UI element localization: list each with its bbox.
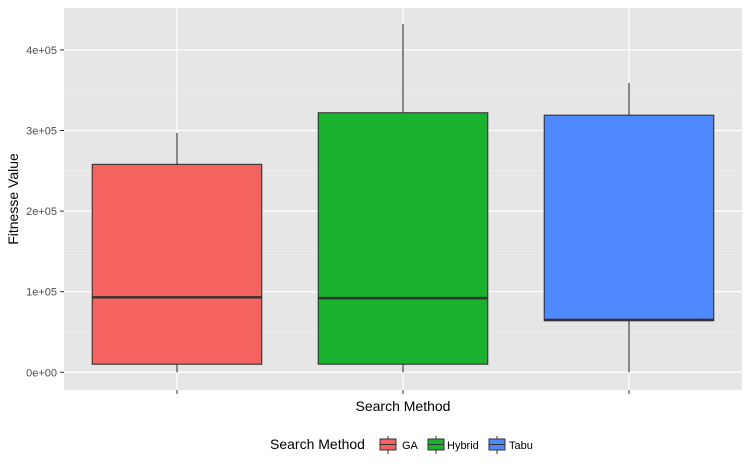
x-axis-ticks [176, 390, 630, 394]
legend-item-ga: GA [379, 436, 419, 454]
legend-item-tabu: Tabu [488, 436, 533, 454]
box-body [91, 163, 263, 365]
y-axis-ticks: 0e+00 1e+05 2e+05 3e+05 4e+05 [26, 45, 64, 379]
legend-label: GA [402, 440, 419, 452]
y-tick-label: 2e+05 [26, 206, 57, 218]
y-tick-label: 4e+05 [26, 45, 57, 57]
legend-label: Tabu [509, 440, 533, 452]
legend: Search Method GA Hybrid Tabu [270, 436, 533, 454]
box-series [91, 24, 715, 373]
box-ga [91, 132, 263, 373]
box-body [543, 114, 715, 322]
legend-title: Search Method [270, 436, 365, 452]
box-body [317, 112, 489, 365]
legend-label: Hybrid [447, 440, 479, 452]
box-tabu [543, 82, 715, 373]
y-axis-label: Fitnesse Value [5, 153, 21, 245]
legend-item-hybrid: Hybrid [427, 436, 479, 454]
y-tick-label: 1e+05 [26, 287, 57, 299]
box-hybrid [317, 24, 489, 373]
y-tick-label: 3e+05 [26, 125, 57, 137]
y-tick-label: 0e+00 [26, 367, 57, 379]
x-axis-label: Search Method [356, 398, 451, 414]
